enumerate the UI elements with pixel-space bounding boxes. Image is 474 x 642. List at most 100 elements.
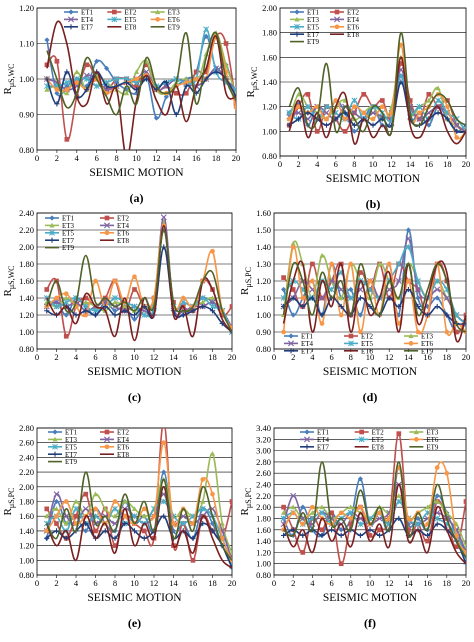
y-tick-label: 3.20 [256, 434, 271, 444]
legend-label: ET4 [301, 340, 314, 348]
data-point-et7 [357, 532, 363, 539]
data-point-et3 [183, 76, 189, 82]
legend-label: ET9 [168, 23, 181, 31]
data-point-et5 [435, 97, 442, 104]
legend-label: ET9 [421, 347, 434, 355]
data-point-et2 [379, 98, 385, 103]
data-point-et1 [405, 521, 411, 527]
data-point-et2 [229, 304, 232, 309]
legend-label: ET9 [307, 38, 320, 46]
x-axis-label: SEISMIC MOTION [89, 167, 184, 179]
data-point-et7 [425, 532, 431, 539]
data-point-et1 [281, 286, 287, 293]
y-tick-label: 1.60 [256, 525, 271, 535]
data-point-et6 [310, 278, 315, 284]
y-tick-label: 2.80 [256, 457, 271, 467]
data-point-et2 [338, 561, 344, 567]
x-tick-label: 14 [406, 159, 415, 169]
legend-label: ET7 [301, 347, 314, 355]
legend-marker [294, 23, 300, 30]
y-tick-label: 1.60 [256, 208, 271, 218]
data-point-et2 [73, 513, 79, 519]
data-point-et5 [347, 295, 354, 301]
series-group [43, 428, 232, 571]
data-point-et7 [434, 303, 440, 310]
legend-label: ET6 [347, 23, 360, 31]
y-tick-label: 2.00 [19, 482, 34, 492]
data-point-et2 [407, 98, 413, 103]
x-tick-label: 20 [462, 578, 471, 588]
data-point-et5 [233, 86, 236, 93]
data-point-et6 [83, 312, 89, 318]
legend-label: ET7 [62, 237, 75, 245]
data-point-et5 [83, 76, 90, 82]
data-point-et4 [386, 286, 393, 293]
legend-label: ET1 [307, 9, 320, 17]
legend-label: ET8 [347, 31, 360, 39]
legend-label: ET6 [168, 16, 181, 24]
data-point-et4 [416, 116, 423, 122]
data-point-et7 [44, 308, 50, 314]
data-point-et5 [112, 295, 118, 301]
x-tick-label: 14 [404, 578, 413, 588]
legend-label: ET6 [426, 436, 439, 444]
legend-marker [334, 9, 340, 15]
x-axis-label: SEISMIC MOTION [323, 592, 418, 604]
x-tick-label: 18 [208, 578, 217, 588]
data-point-et5 [180, 520, 187, 527]
data-point-et6 [377, 510, 382, 516]
data-point-et6 [112, 499, 118, 504]
data-point-et5 [434, 278, 441, 284]
data-point-et3 [435, 85, 441, 91]
panel-label: (e) [128, 616, 141, 630]
x-tick-label: 12 [387, 159, 396, 169]
series-line-et9 [46, 31, 236, 116]
x-axis-label: SEISMIC MOTION [326, 173, 421, 185]
legend-label: ET2 [117, 429, 130, 437]
data-point-et1 [415, 295, 421, 301]
data-point-et4 [328, 278, 335, 284]
data-point-et2 [141, 528, 147, 534]
y-tick-label: 1.40 [19, 293, 34, 303]
data-point-et2 [63, 333, 69, 339]
data-point-et7 [112, 535, 118, 541]
data-point-et7 [200, 520, 206, 527]
legend-marker [155, 9, 161, 15]
data-point-et1 [203, 33, 209, 39]
data-point-et4 [53, 299, 60, 306]
panel-label: (c) [128, 390, 141, 404]
legend-marker [304, 444, 310, 450]
x-tick-label: 18 [212, 153, 221, 163]
data-point-et7 [281, 532, 287, 539]
data-point-et3 [209, 451, 216, 456]
data-point-et7 [133, 87, 140, 93]
x-tick-label: 4 [315, 159, 320, 169]
series-line-et8 [46, 485, 232, 569]
data-point-et6 [358, 329, 363, 335]
legend-label: ET7 [307, 31, 320, 39]
data-point-et7 [444, 312, 450, 318]
legend-marker [413, 429, 419, 435]
x-tick-label: 10 [132, 153, 141, 163]
data-point-et6 [290, 244, 296, 250]
legend-label: ET7 [317, 443, 330, 451]
data-point-et3 [200, 498, 206, 504]
data-point-et7 [377, 532, 383, 539]
x-tick-label: 10 [366, 578, 375, 588]
data-point-et7 [434, 521, 440, 527]
x-tick-label: 8 [349, 352, 353, 362]
data-point-et5 [199, 505, 206, 512]
data-point-et6 [319, 321, 325, 326]
y-tick-label: 1.40 [256, 536, 271, 546]
data-point-et6 [134, 76, 139, 82]
data-point-et2 [361, 91, 367, 97]
x-tick-label: 4 [310, 578, 315, 588]
data-point-et6 [300, 521, 306, 527]
data-point-et2 [84, 62, 90, 68]
data-point-et3 [122, 303, 128, 309]
y-tick-label: 2.60 [256, 468, 271, 478]
x-tick-label: 2 [291, 352, 295, 362]
data-point-et2 [173, 90, 179, 96]
legend-marker [68, 9, 74, 15]
legend-marker [288, 333, 294, 339]
